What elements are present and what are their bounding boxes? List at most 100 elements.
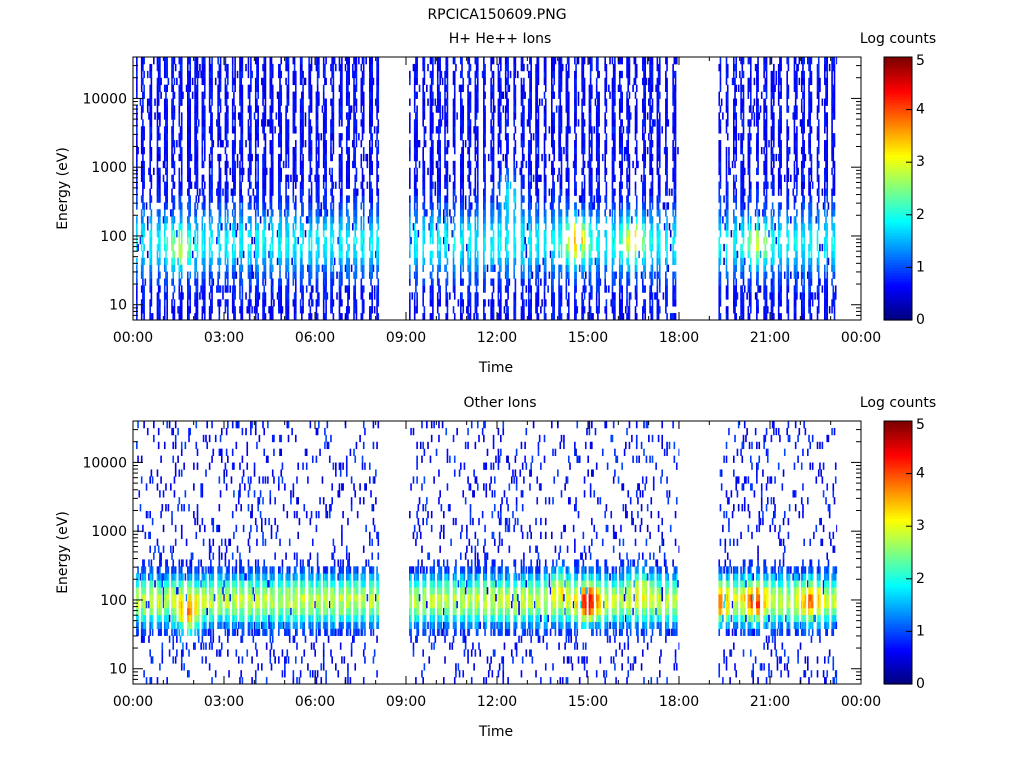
heatmap-cell [325,146,327,155]
heatmap-cell [373,285,376,293]
heatmap-cell [339,202,342,210]
heatmap-cell [203,278,206,286]
heatmap-cell [529,181,531,189]
heatmap-cell [196,84,199,92]
heatmap-cell [452,98,455,106]
heatmap-cell [536,140,539,148]
heatmap-cell [277,250,280,259]
heatmap-cell [507,70,509,79]
heatmap-cell [423,188,426,196]
heatmap-cell [308,57,310,65]
heatmap-cell [180,63,183,72]
heatmap-cell [497,160,500,169]
heatmap-cell [210,230,212,238]
heatmap-cell [497,285,500,293]
heatmap-cell [520,140,523,148]
heatmap-cell [149,202,151,210]
heatmap-cell [469,271,472,279]
heatmap-cell [301,230,303,238]
heatmap-cell [231,57,234,65]
heatmap-cell [304,230,307,238]
heatmap-cell [262,243,264,252]
heatmap-cell [189,299,192,307]
heatmap-cell [529,264,531,272]
heatmap-cell [497,70,500,79]
heatmap-cell [376,63,378,72]
heatmap-cell [264,77,267,86]
heatmap-cell [418,140,421,148]
heatmap-cell [324,126,326,134]
heatmap-cell [163,313,166,321]
heatmap-cell [468,119,471,127]
heatmap-cell [459,223,462,231]
heatmap-cell [180,160,183,169]
heatmap-cell [506,216,508,224]
heatmap-cell [302,285,304,293]
heatmap-cell [188,77,190,86]
heatmap-cell [262,98,264,106]
heatmap-cell [538,264,541,272]
heatmap-cell [370,160,372,169]
heatmap-cell [415,112,417,120]
heatmap-cell [432,285,434,293]
heatmap-cell [507,98,509,106]
heatmap-cell [418,160,421,169]
heatmap-cell [136,306,138,314]
heatmap-cell [475,278,478,286]
heatmap-cell [502,105,505,113]
heatmap-cell [188,216,190,224]
heatmap-cell [483,195,485,203]
heatmap-cell [196,105,199,113]
heatmap-cell [234,119,236,127]
heatmap-cell [179,146,182,155]
heatmap-cell [179,70,182,79]
heatmap-cell [439,188,441,196]
heatmap-cell [149,250,151,259]
heatmap-cell [225,188,228,196]
heatmap-cell [211,195,213,203]
heatmap-cell [341,91,343,99]
heatmap-cell [280,230,283,238]
heatmap-cell [268,250,270,259]
heatmap-cell [299,299,302,307]
heatmap-cell [310,271,313,279]
heatmap-cell [443,236,445,245]
heatmap-cell [416,174,418,182]
heatmap-cell [430,216,433,224]
heatmap-cell [201,188,204,196]
heatmap-cell [574,91,576,99]
heatmap-cell [142,57,144,65]
heatmap-cell [506,91,508,99]
heatmap-cell [565,292,568,300]
heatmap-cell [196,236,199,245]
heatmap-cell [256,105,258,113]
heatmap-cell [231,84,234,92]
heatmap-cell [179,84,182,92]
heatmap-cell [227,285,229,293]
heatmap-cell [208,188,211,196]
heatmap-cell [179,292,182,300]
heatmap-cell [353,70,355,79]
heatmap-cell [256,230,258,238]
heatmap-cell [513,236,515,245]
heatmap-cell [506,160,508,169]
heatmap-cell [224,195,227,203]
heatmap-cell [345,77,348,86]
heatmap-cell [293,153,296,162]
heatmap-cell [233,112,235,120]
heatmap-cell [559,181,562,189]
heatmap-cell [136,299,138,307]
heatmap-cell [368,84,371,92]
heatmap-cell [208,57,211,65]
heatmap-cell [575,112,577,120]
heatmap-cell [302,160,304,169]
heatmap-cell [233,181,235,189]
heatmap-cell [552,70,554,79]
heatmap-cell [376,188,378,196]
heatmap-cell [575,264,577,272]
heatmap-cell [368,188,371,196]
heatmap-cell [468,133,471,141]
heatmap-cell [469,160,472,169]
heatmap-cell [203,292,206,300]
heatmap-cell [566,250,569,259]
